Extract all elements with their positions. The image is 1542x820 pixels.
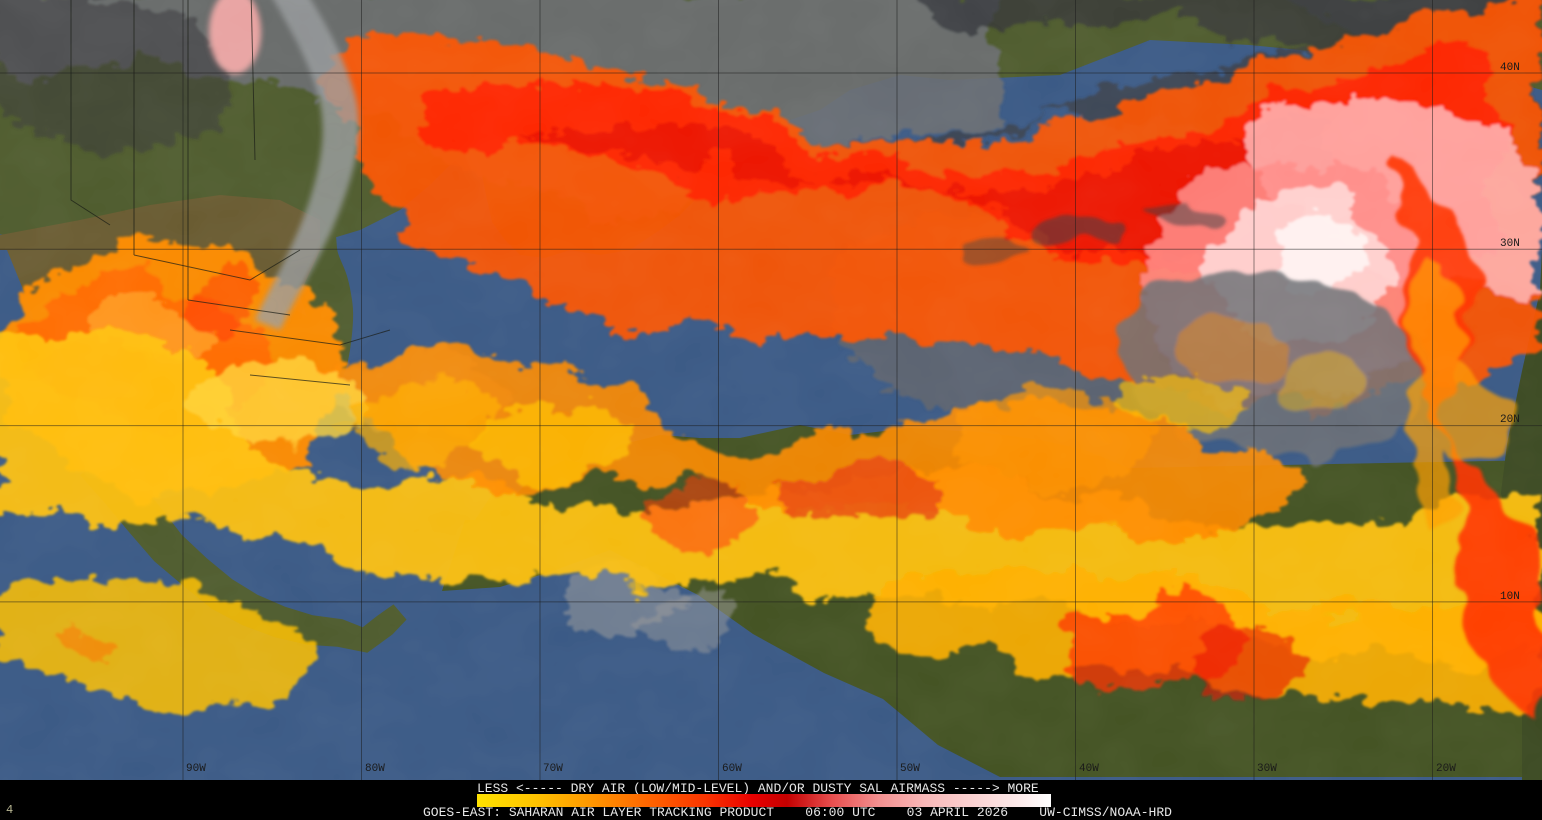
svg-text:30W: 30W	[1257, 763, 1277, 775]
svg-text:40N: 40N	[1500, 62, 1520, 74]
svg-text:20N: 20N	[1500, 414, 1520, 426]
svg-text:50W: 50W	[900, 763, 920, 775]
svg-text:20W: 20W	[1436, 763, 1456, 775]
svg-text:90W: 90W	[186, 763, 206, 775]
svg-text:10N: 10N	[1500, 591, 1520, 603]
svg-text:40W: 40W	[1079, 763, 1099, 775]
svg-text:70W: 70W	[543, 763, 563, 775]
svg-text:30N: 30N	[1500, 238, 1520, 250]
svg-text:60W: 60W	[722, 763, 742, 775]
svg-text:80W: 80W	[365, 763, 385, 775]
